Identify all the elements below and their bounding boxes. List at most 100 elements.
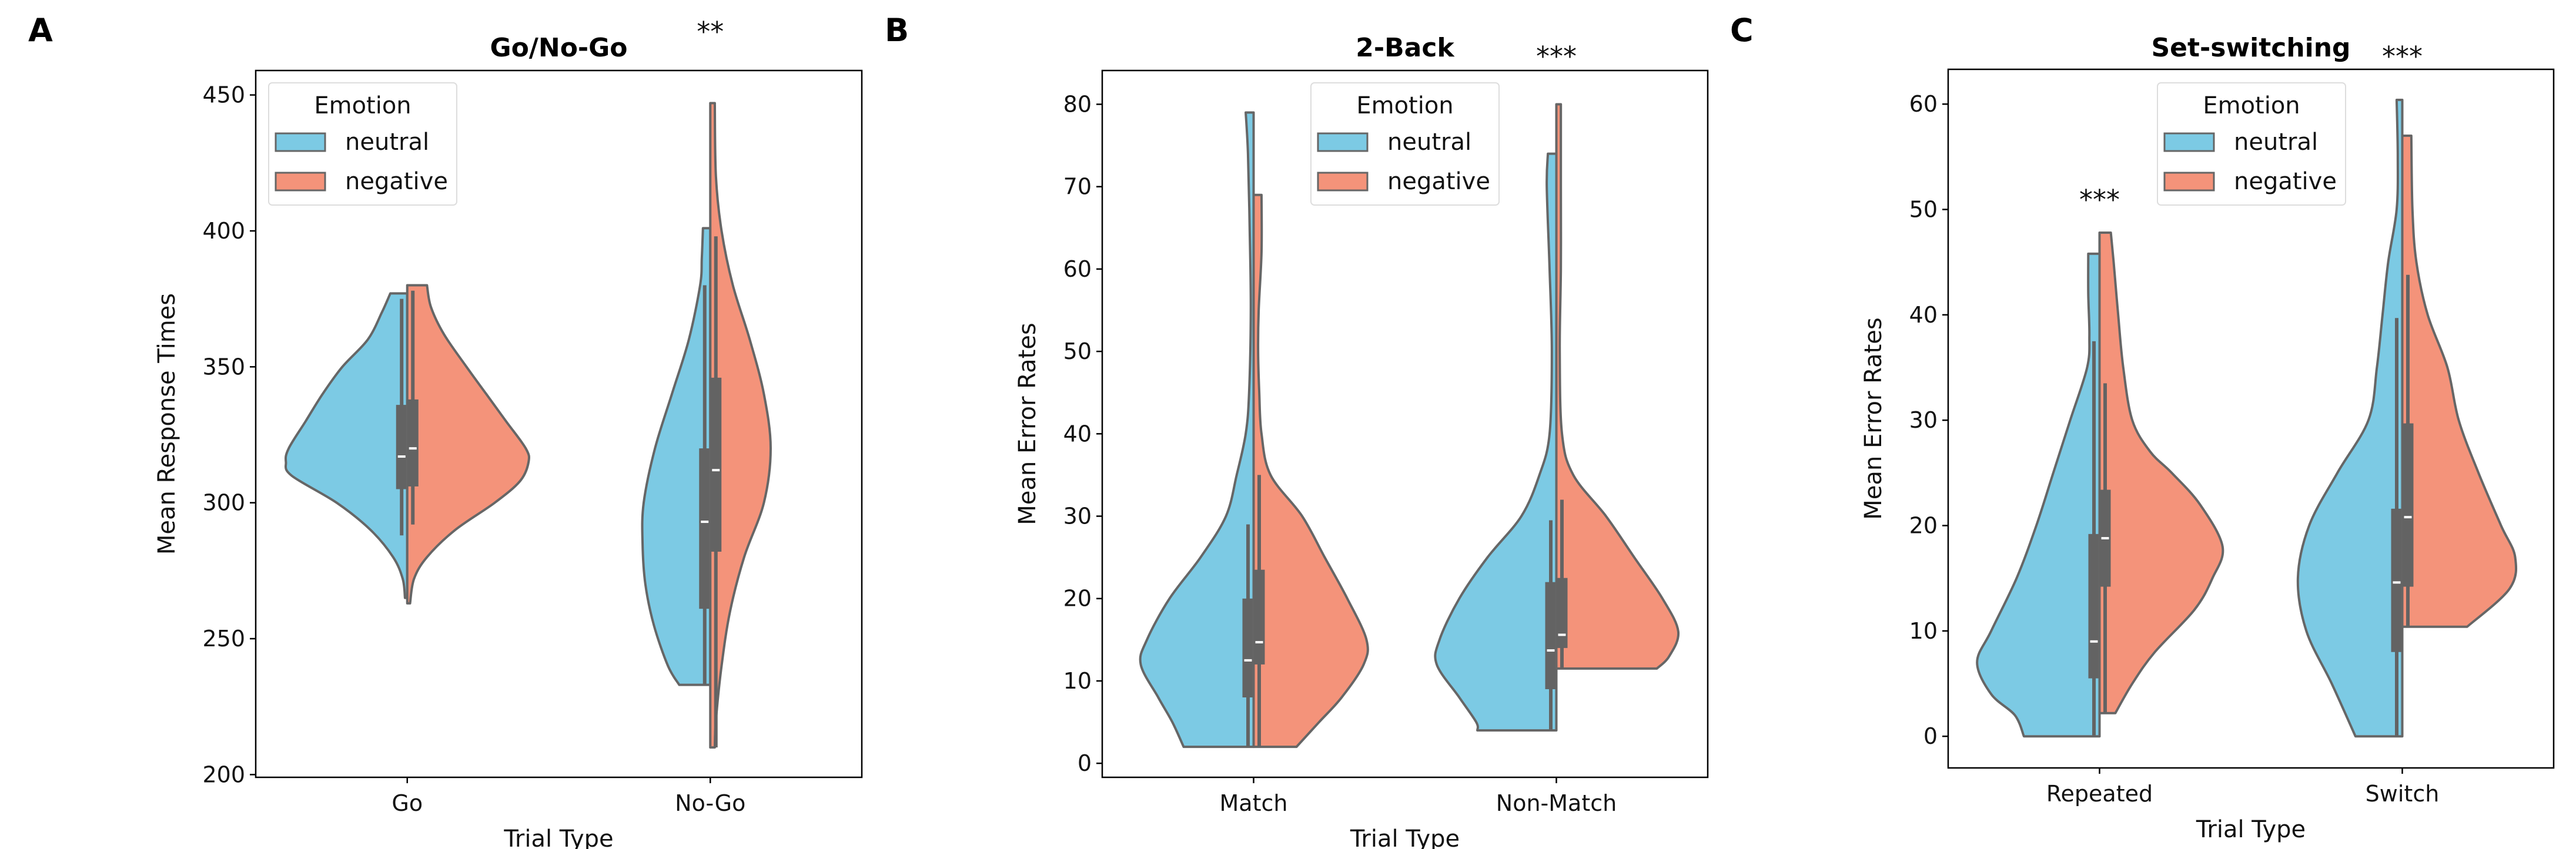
y-tick-label: 70	[1063, 174, 1092, 200]
axes-frame	[255, 69, 863, 778]
violin-go	[284, 284, 531, 605]
chart-title: Set-switching	[2151, 33, 2350, 63]
violin-half-negative	[406, 284, 531, 605]
legend-entry-neutral: neutral	[1387, 129, 1471, 156]
y-tick-label: 80	[1063, 91, 1092, 117]
y-tick-label: 400	[202, 218, 245, 244]
iqr-box-neutral	[1545, 582, 1557, 689]
median-mark-neutral	[2090, 640, 2098, 643]
x-axis-label: Trial Type	[2196, 816, 2306, 843]
iqr-box-neutral	[1242, 598, 1254, 697]
y-tick-label: 10	[1063, 668, 1092, 694]
legend-entry-negative: negative	[1387, 168, 1490, 195]
y-tick-label: 30	[1063, 504, 1092, 529]
chart-title: 2-Back	[1356, 33, 1455, 63]
median-mark-negative	[2101, 537, 2109, 540]
legend: Emotion neutral negative	[268, 82, 457, 206]
legend-swatch-neutral	[275, 132, 326, 152]
iqr-box-negative	[407, 399, 419, 486]
legend-entry-negative: negative	[2234, 168, 2337, 195]
iqr-box-neutral	[2088, 533, 2100, 679]
panel-c: C Set-switching 0 10 20 30 40 50 60 Repeated Switc…	[1730, 12, 2555, 843]
median-mark-neutral	[1547, 649, 1555, 652]
panel-letter: B	[885, 12, 909, 49]
axes-frame	[1947, 68, 2555, 769]
legend: Emotion neutral negative	[2157, 82, 2346, 206]
x-tick-label: Match	[1220, 790, 1288, 816]
y-tick-label: 300	[202, 490, 245, 516]
legend-entry-negative: negative	[345, 168, 448, 195]
y-axis-label: Mean Error Rates	[1014, 323, 1041, 525]
panel-b: B 2-Back 0 10 20 30 40 50 60 70 80 Match Non-Match Tr…	[885, 12, 1709, 849]
significance-marker: ***	[2382, 41, 2423, 72]
y-tick-label: 40	[1063, 421, 1092, 447]
violin-half-neutral	[1434, 152, 1558, 732]
x-tick-label: Repeated	[2046, 781, 2153, 807]
x-axis-label: Trial Type	[1350, 825, 1460, 849]
axes-frame	[1101, 69, 1709, 778]
violin-match	[1139, 111, 1369, 749]
violin-half-negative	[709, 102, 772, 749]
violin-half-negative	[2098, 231, 2224, 714]
violin-half-neutral	[284, 292, 409, 599]
legend-swatch-negative	[1317, 172, 1369, 192]
median-mark-neutral	[701, 521, 709, 524]
iqr-box-negative	[710, 377, 722, 552]
median-mark-neutral	[397, 455, 406, 458]
y-axis-label: Mean Response Times	[153, 293, 180, 555]
iqr-box-neutral	[396, 405, 407, 489]
x-tick-label: Switch	[2366, 781, 2440, 807]
median-mark-neutral	[1244, 659, 1252, 662]
iqr-box-negative	[1253, 569, 1265, 665]
median-mark-negative	[1255, 641, 1263, 644]
violin-half-neutral	[1139, 111, 1255, 749]
iqr-box-negative	[1556, 578, 1568, 648]
median-mark-neutral	[2393, 581, 2401, 584]
violin-half-neutral	[1976, 252, 2101, 738]
iqr-box-negative	[2402, 423, 2414, 587]
median-mark-negative	[2404, 516, 2412, 519]
median-mark-negative	[1558, 633, 1566, 636]
x-tick-label: No-Go	[675, 790, 745, 816]
legend-swatch-neutral	[2163, 132, 2215, 152]
y-tick-label: 10	[1909, 618, 1938, 644]
y-tick-label: 60	[1063, 256, 1092, 282]
violin-half-negative	[1555, 103, 1680, 670]
x-tick-label: Non-Match	[1496, 790, 1617, 816]
legend-title: Emotion	[314, 92, 411, 119]
y-axis-label: Mean Error Rates	[1860, 317, 1887, 519]
violin-half-neutral	[641, 227, 712, 686]
x-tick-label: Go	[392, 790, 423, 816]
legend-entry-neutral: neutral	[2234, 129, 2318, 156]
violin-half-negative	[2401, 134, 2518, 628]
chart-title: Go/No-Go	[490, 33, 627, 63]
violin-half-neutral	[2296, 99, 2404, 738]
y-tick-label: 0	[1078, 750, 1092, 776]
y-tick-label: 20	[1909, 513, 1938, 539]
violin-repeated	[1976, 231, 2224, 738]
legend: Emotion neutral negative	[1310, 82, 1500, 206]
violin-half-negative	[1252, 193, 1369, 749]
y-tick-label: 60	[1909, 91, 1938, 117]
y-tick-label: 450	[202, 82, 245, 108]
y-tick-label: 50	[1063, 338, 1092, 364]
y-tick-label: 200	[202, 761, 245, 787]
legend-title: Emotion	[2203, 92, 2300, 119]
legend-swatch-negative	[275, 172, 326, 192]
panel-letter: C	[1730, 12, 1754, 49]
legend-swatch-negative	[2163, 172, 2215, 192]
legend-entry-neutral: neutral	[345, 129, 429, 156]
iqr-box-neutral	[699, 448, 711, 609]
median-mark-negative	[712, 469, 720, 472]
significance-marker: **	[697, 16, 724, 48]
panel-a: A Go/No-Go 200 250 300 350 400 450 Go No-Go Trial …	[28, 12, 863, 849]
y-tick-label: 30	[1909, 407, 1938, 433]
significance-marker: ***	[1536, 41, 1577, 72]
x-axis-label: Trial Type	[503, 825, 613, 849]
median-mark-negative	[409, 447, 417, 450]
y-tick-label: 250	[202, 626, 245, 652]
y-tick-label: 40	[1909, 302, 1938, 328]
y-tick-label: 350	[202, 354, 245, 380]
legend-title: Emotion	[1356, 92, 1453, 119]
